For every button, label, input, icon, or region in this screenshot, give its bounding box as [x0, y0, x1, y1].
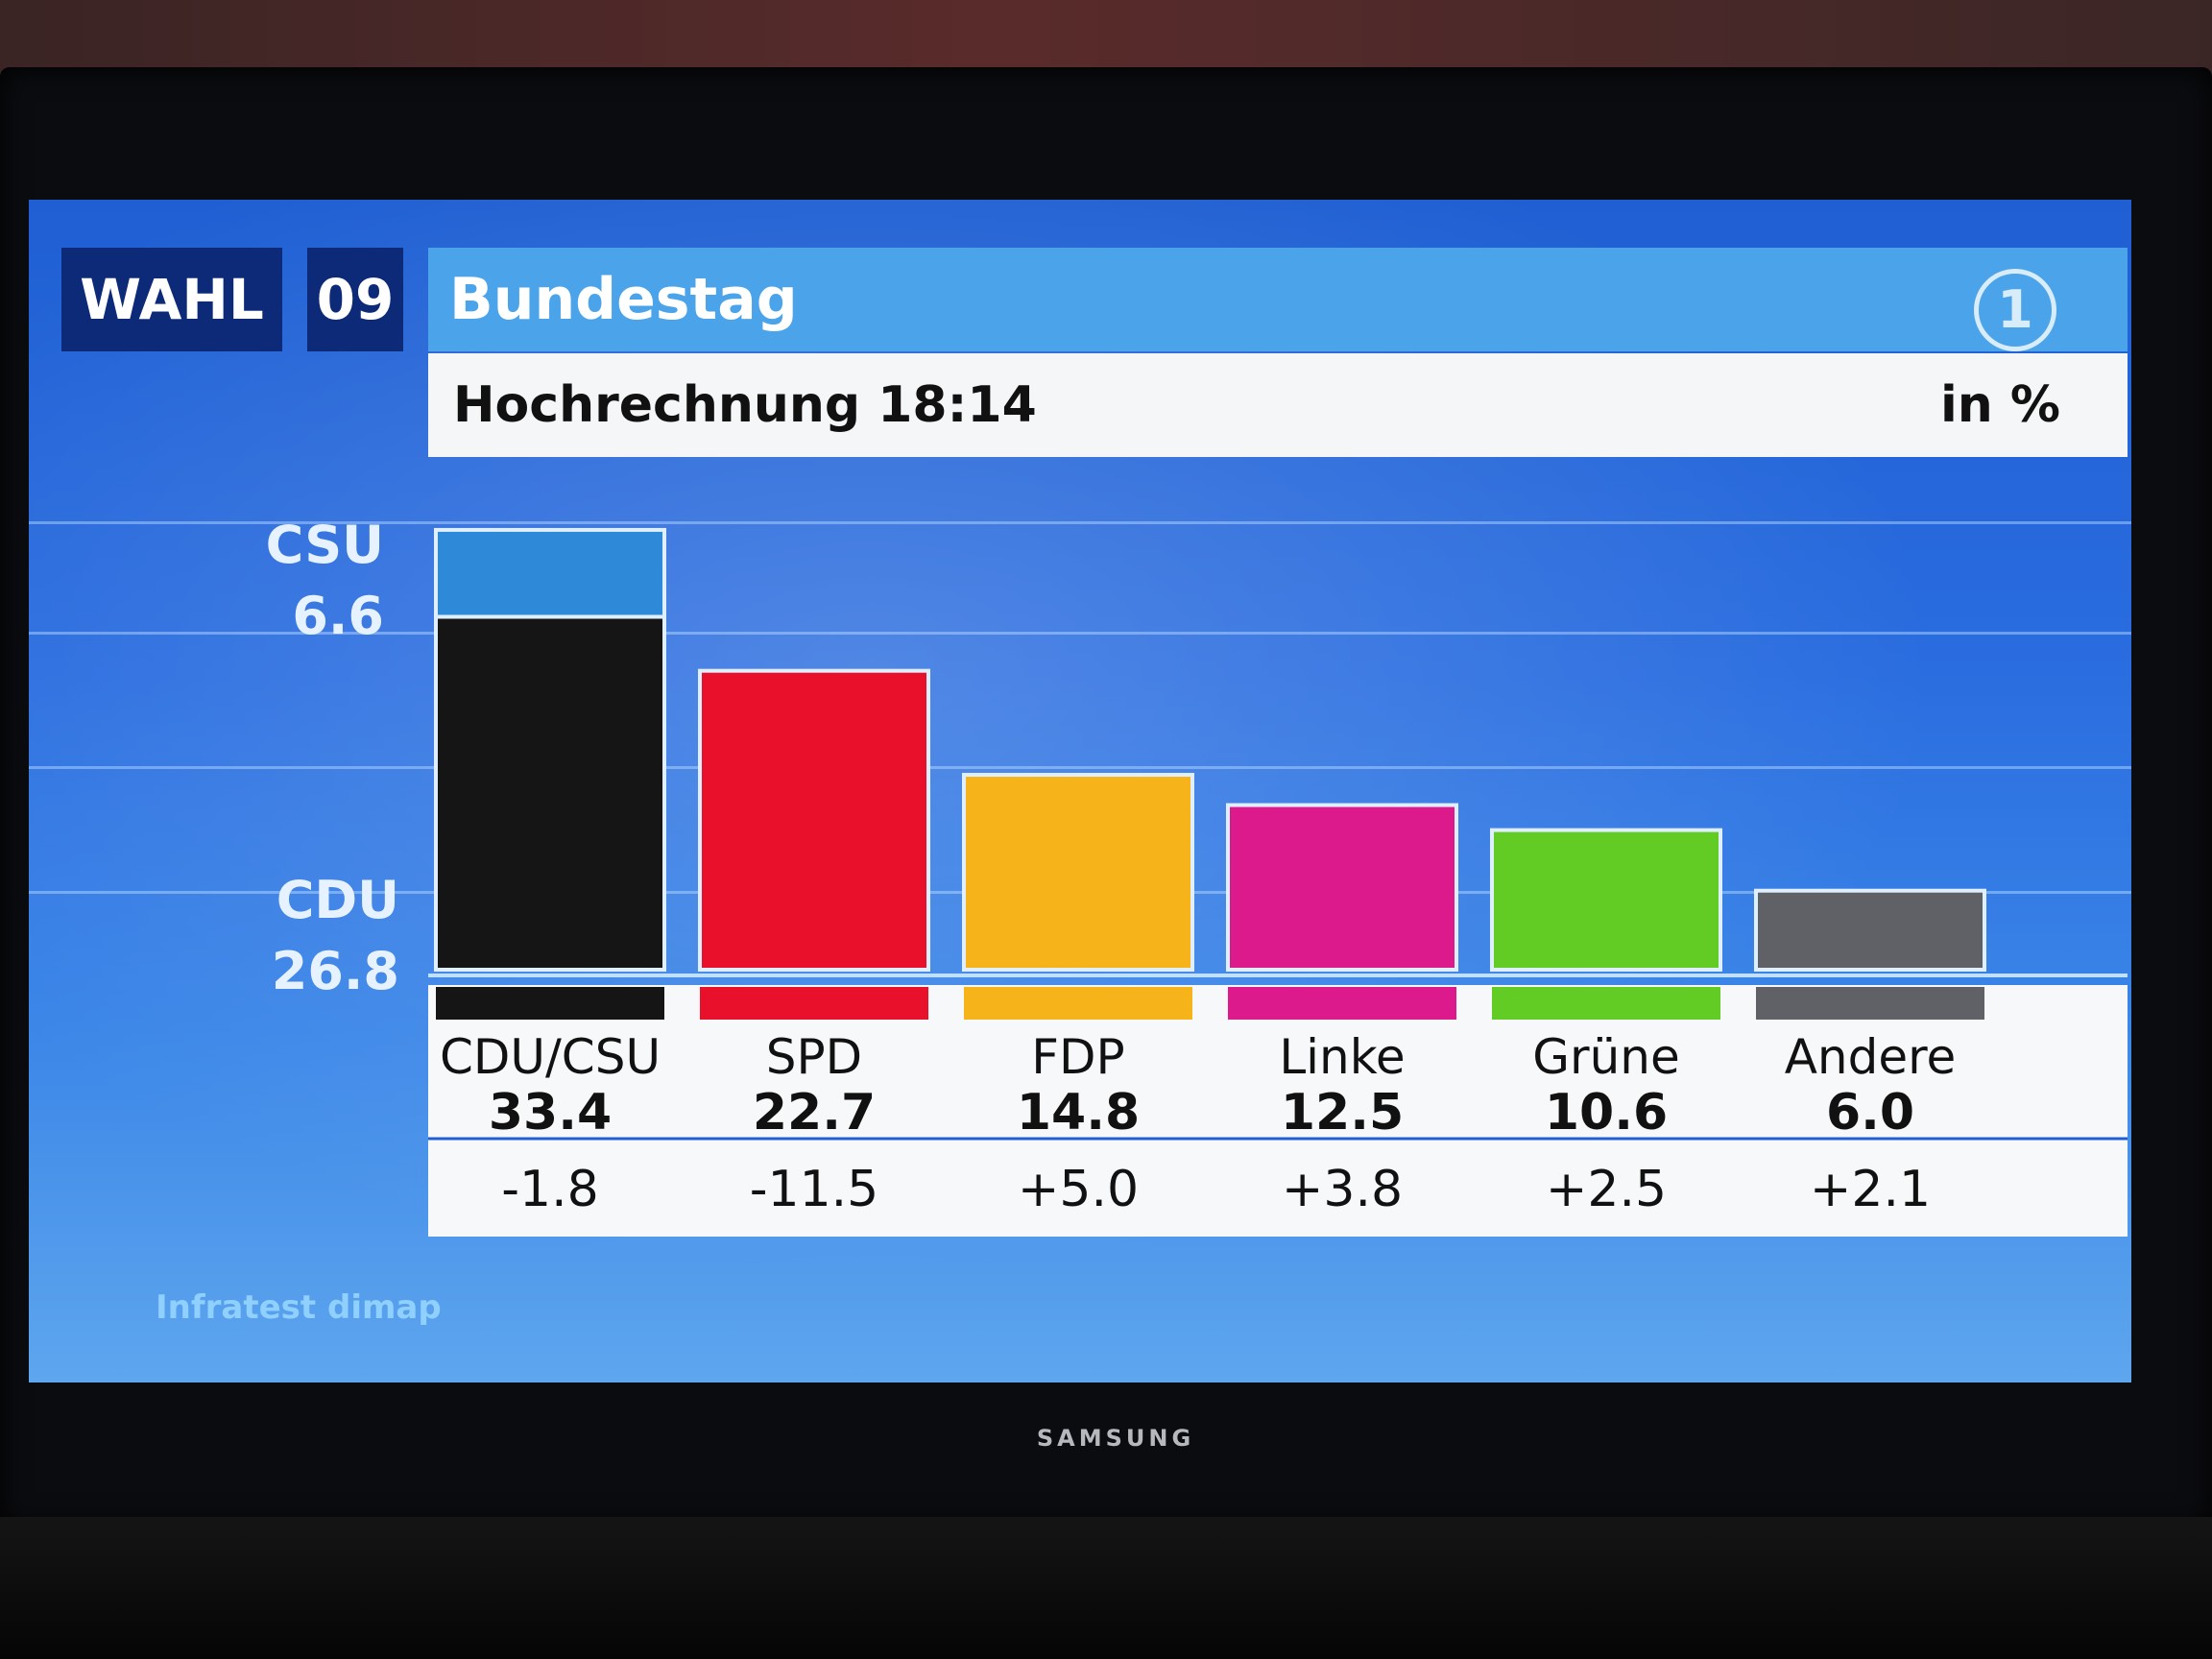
- color-strip: [1756, 987, 1984, 1020]
- change-label: -1.8: [501, 1161, 598, 1218]
- color-strip: [1228, 987, 1456, 1020]
- color-strip: [700, 987, 928, 1020]
- value-label: 22.7: [753, 1084, 876, 1142]
- change-label: -11.5: [750, 1161, 879, 1218]
- category-label: Grüne: [1532, 1029, 1679, 1085]
- bar-csu: [434, 527, 666, 619]
- color-strip: [964, 987, 1192, 1020]
- color-strip: [1492, 987, 1720, 1020]
- value-label: 33.4: [489, 1084, 612, 1142]
- wall-background: [0, 0, 2212, 77]
- category-label: Andere: [1785, 1029, 1957, 1085]
- category-label: Linke: [1279, 1029, 1405, 1085]
- cdu-side-label: CDU: [276, 870, 399, 930]
- bar-fdp: [962, 773, 1194, 972]
- source-label: Infratest dimap: [156, 1288, 442, 1327]
- election-year-tag: 09: [307, 248, 403, 351]
- change-label: +3.8: [1282, 1161, 1403, 1218]
- subtitle-bar: Hochrechnung 18:14 in %: [428, 353, 2128, 457]
- category-label: FDP: [1031, 1029, 1124, 1085]
- background-stripe: [29, 521, 2131, 524]
- unit-label: in %: [1939, 376, 2060, 434]
- bar-andere: [1754, 888, 1986, 973]
- tv-screen: WAHL 09 Bundestag 1 Hochrechnung 18:14 i…: [29, 200, 2131, 1382]
- change-label: +2.1: [1810, 1161, 1931, 1218]
- value-label: 6.0: [1826, 1084, 1914, 1142]
- change-label: +5.0: [1018, 1161, 1139, 1218]
- tv-brand-label: SAMSUNG: [1036, 1425, 1195, 1452]
- bar-grüne: [1490, 828, 1722, 972]
- cdu-side-value: 26.8: [271, 941, 399, 1001]
- csu-side-label: CSU: [265, 515, 384, 575]
- background-stripe: [29, 766, 2131, 769]
- value-label: 14.8: [1017, 1084, 1140, 1142]
- projection-label: Hochrechnung 18:14: [453, 376, 1037, 434]
- value-label: 12.5: [1281, 1084, 1404, 1142]
- color-strip: [436, 987, 664, 1020]
- bar-spd: [698, 668, 930, 973]
- election-tag: WAHL: [61, 248, 282, 351]
- results-chart: CDU/CSU 33.4 -1.8 SPD 22.7 -11.5 FDP 14.8 +5.0 Li…: [428, 469, 2128, 1237]
- title-bar: Bundestag 1: [428, 248, 2128, 351]
- broadcaster-logo-icon: 1: [1974, 269, 2056, 351]
- labels-panel: [428, 985, 2128, 1237]
- csu-side-value: 6.6: [292, 586, 384, 646]
- bar-linke: [1226, 803, 1458, 973]
- change-label: +2.5: [1546, 1161, 1667, 1218]
- tv-stand: [0, 1517, 2212, 1659]
- category-label: CDU/CSU: [440, 1029, 661, 1085]
- background-stripe: [29, 632, 2131, 635]
- bar-cdu: [434, 614, 666, 972]
- value-label: 10.6: [1545, 1084, 1668, 1142]
- page-title: Bundestag: [449, 266, 798, 333]
- category-label: SPD: [766, 1029, 862, 1085]
